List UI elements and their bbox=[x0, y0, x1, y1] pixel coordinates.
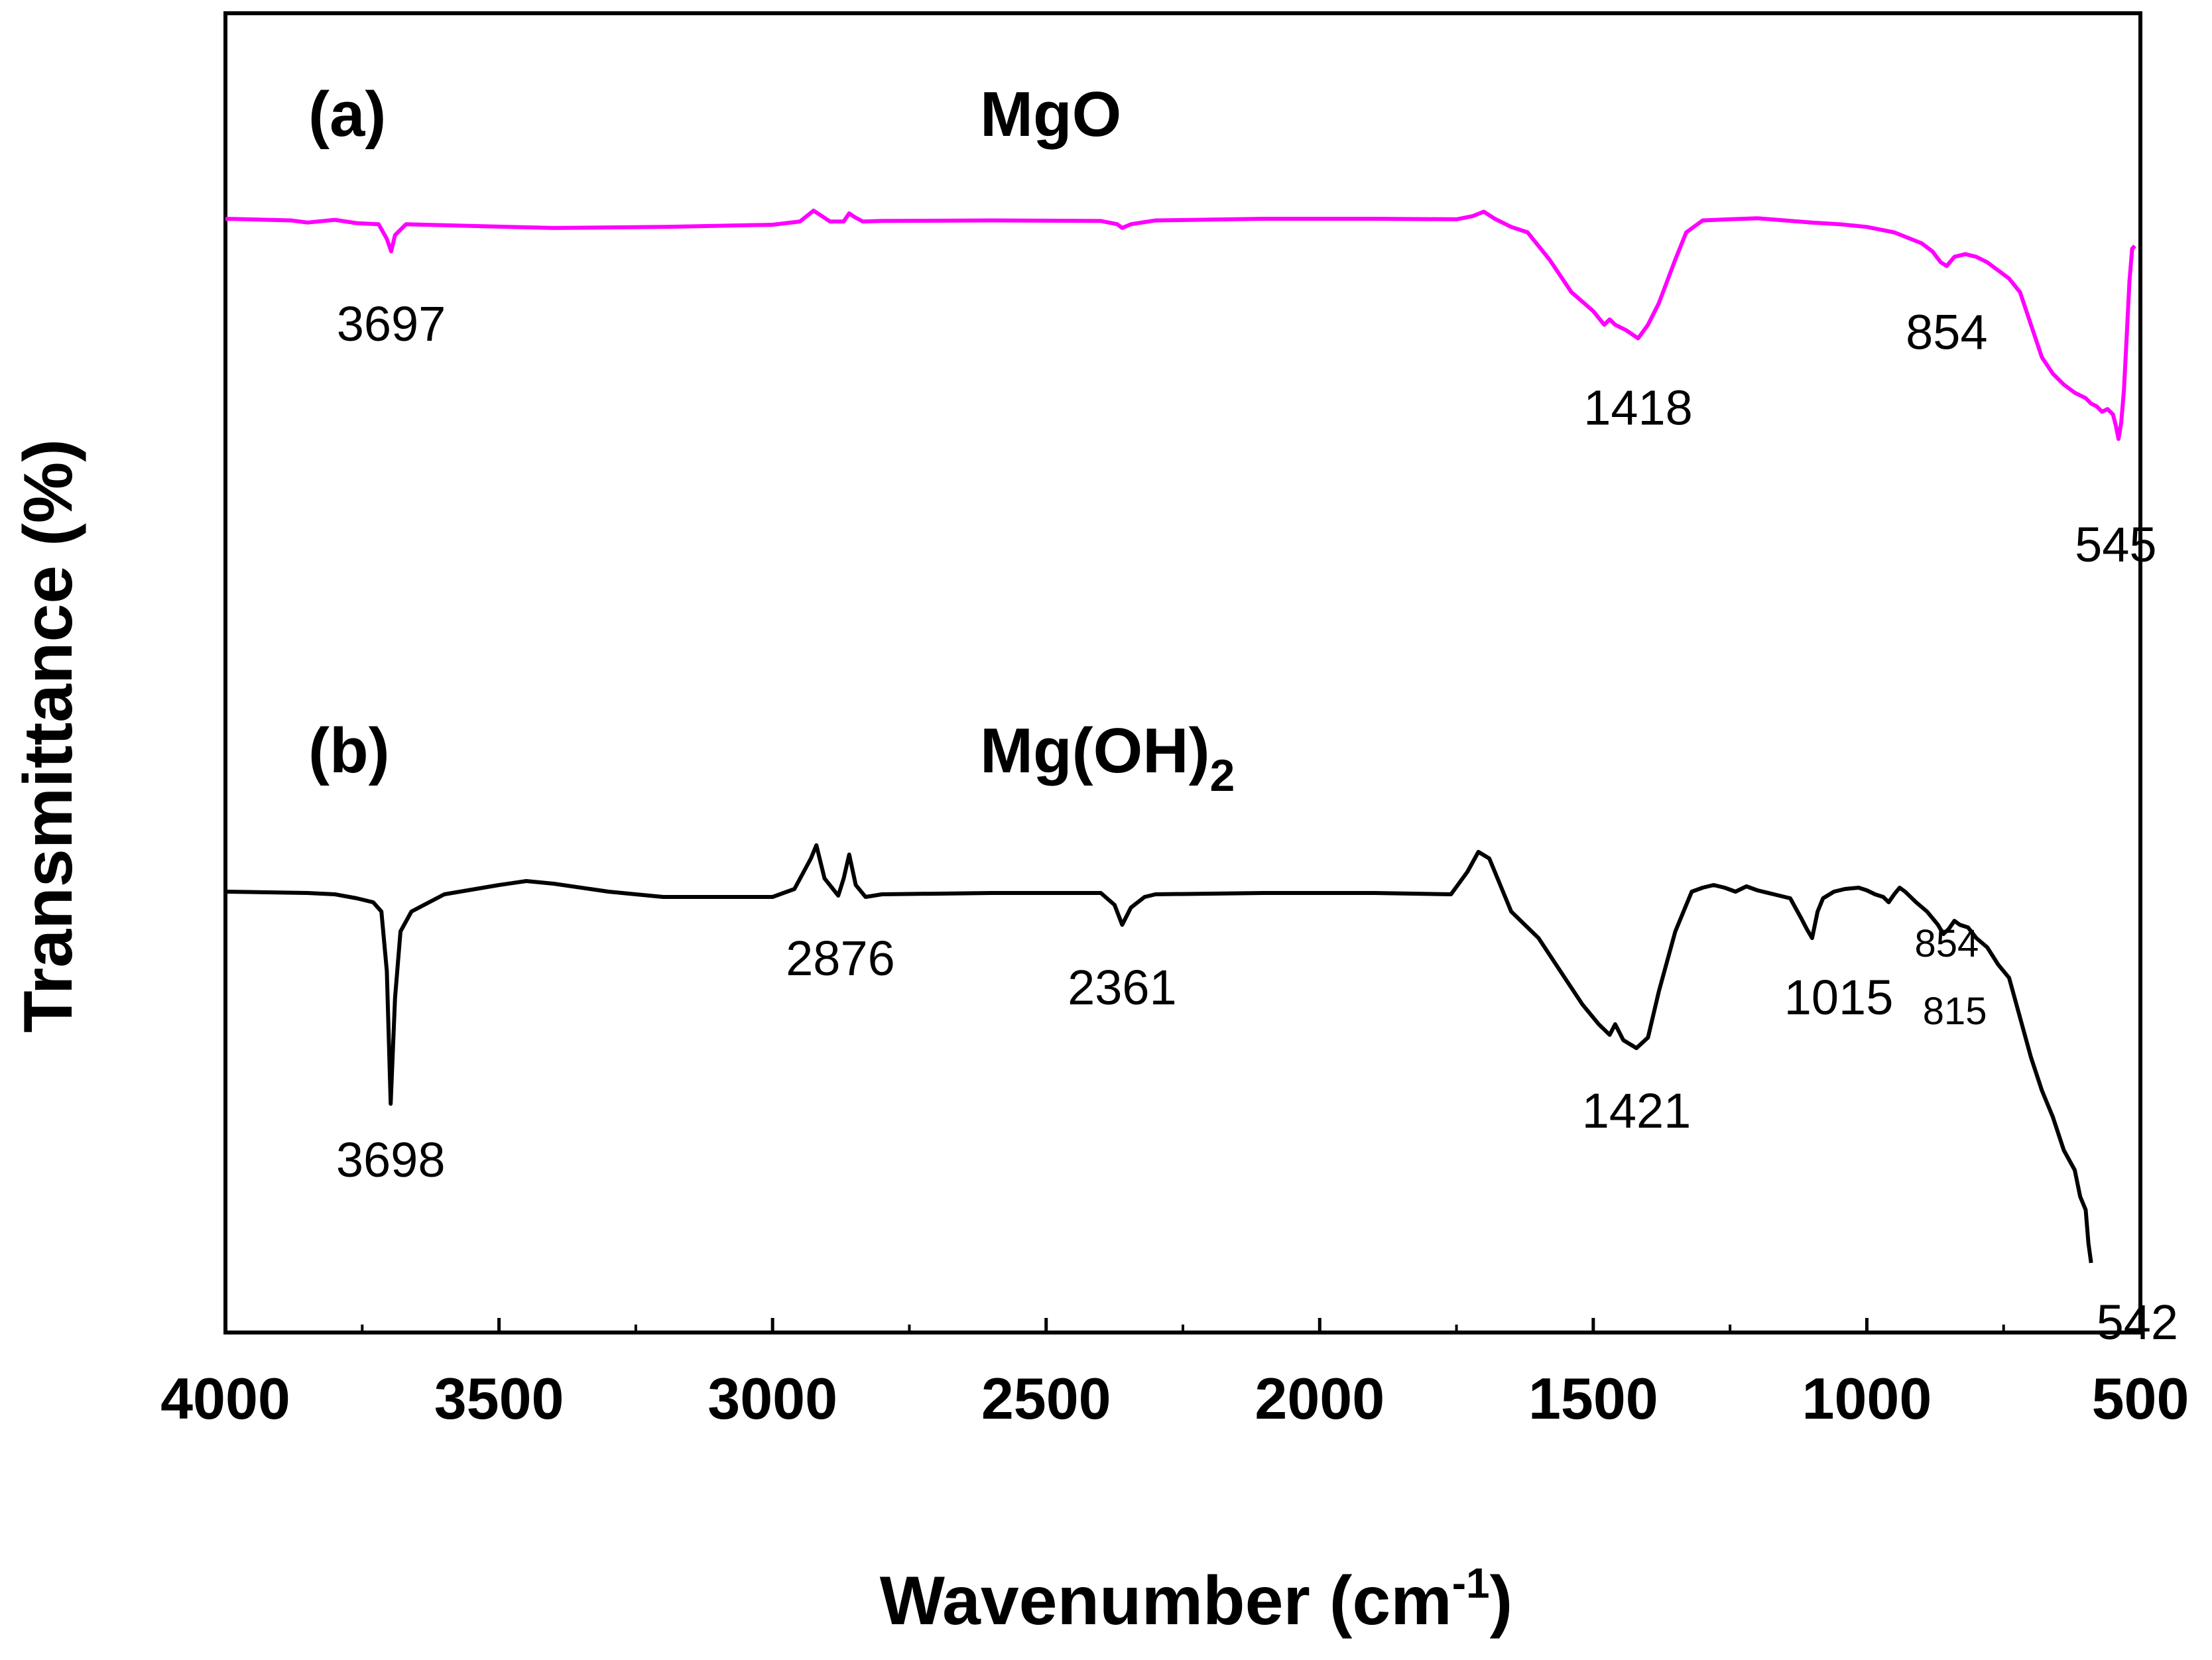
compound-label-mgo: MgO bbox=[980, 79, 1121, 150]
x-tick-label: 4000 bbox=[160, 1366, 290, 1431]
peak-label: 1421 bbox=[1582, 1083, 1691, 1138]
series-layer bbox=[225, 208, 2136, 1264]
x-axis-title: Wavenumber (cm-1) bbox=[880, 1559, 1513, 1639]
plot-border bbox=[223, 11, 2142, 1334]
annotation-layer: 3697 1418 854 545 3698 2876 2361 1421 1015 854 815… bbox=[336, 296, 2178, 1350]
peak-label: 1418 bbox=[1583, 380, 1693, 435]
x-tick-label: 3500 bbox=[434, 1366, 564, 1431]
peak-label: 542 bbox=[2097, 1295, 2178, 1350]
peak-label: 2361 bbox=[1068, 960, 1177, 1015]
y-axis-title: Transmittance (%) bbox=[10, 439, 87, 1033]
label-layer: (a) MgO (b) Mg(OH)2 bbox=[308, 79, 1235, 801]
panel-label-a: (a) bbox=[308, 79, 386, 150]
series-line-mgoh2 bbox=[225, 843, 2093, 1264]
compound-label-mgoh2: Mg(OH)2 bbox=[980, 715, 1235, 801]
peak-label: 545 bbox=[2075, 517, 2156, 572]
peak-label: 1015 bbox=[1784, 970, 1894, 1025]
peak-label: 854 bbox=[1915, 922, 1979, 965]
x-tick-label: 2000 bbox=[1255, 1366, 1384, 1431]
x-tick-label: 1500 bbox=[1528, 1366, 1658, 1431]
peak-label: 854 bbox=[1906, 304, 1987, 359]
panel-label-b: (b) bbox=[308, 715, 390, 786]
peak-label: 3698 bbox=[336, 1132, 446, 1187]
x-axis: 4000 3500 3000 2500 2000 1500 1000 500 Wavenumbe… bbox=[10, 439, 2189, 1639]
x-tick-label: 500 bbox=[2092, 1366, 2189, 1431]
x-tick-label: 3000 bbox=[707, 1366, 837, 1431]
series-line-mgo bbox=[225, 208, 2136, 442]
plot-frame bbox=[223, 11, 2142, 1334]
peak-label: 3697 bbox=[337, 296, 446, 351]
x-tick-label: 2500 bbox=[981, 1366, 1111, 1431]
peak-label: 2876 bbox=[786, 931, 895, 986]
peak-label: 815 bbox=[1923, 990, 1987, 1033]
x-tick-label: 1000 bbox=[1802, 1366, 1932, 1431]
